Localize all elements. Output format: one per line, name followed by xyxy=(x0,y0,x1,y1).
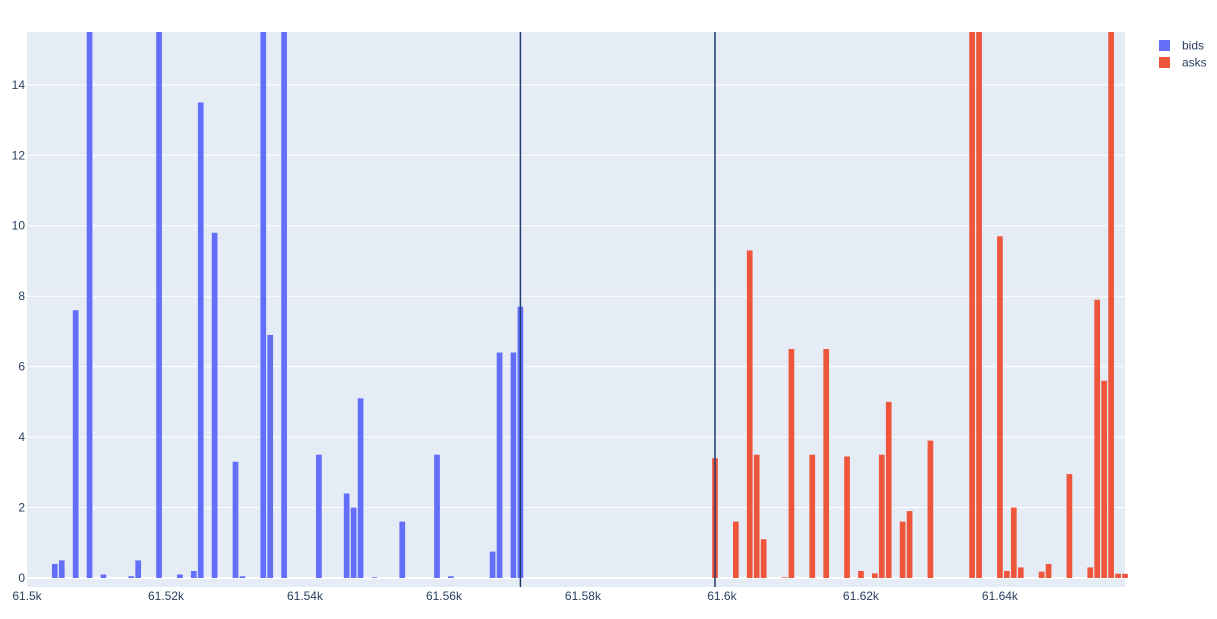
bids-bar[interactable] xyxy=(434,454,440,578)
asks-bar[interactable] xyxy=(1108,32,1114,578)
bids-bar[interactable] xyxy=(281,32,287,578)
bids-bar[interactable] xyxy=(399,521,406,578)
bids-bar[interactable] xyxy=(239,576,246,578)
x-tick-label: 61.62k xyxy=(843,589,880,603)
bids-bar[interactable] xyxy=(135,560,142,578)
bids-bar[interactable] xyxy=(86,32,93,578)
x-axis: 61.5k 61.52k 61.54k 61.56k 61.58k 61.6k 61.62k… xyxy=(12,589,1019,603)
asks-bar[interactable] xyxy=(746,250,753,578)
asks-bar[interactable] xyxy=(969,32,975,578)
x-tick-label: 61.52k xyxy=(148,589,185,603)
y-tick-label: 4 xyxy=(18,430,25,444)
bids-bar[interactable] xyxy=(489,551,496,578)
bids-bar[interactable] xyxy=(496,352,503,578)
bids-bar[interactable] xyxy=(448,576,454,578)
asks-bar[interactable] xyxy=(760,539,767,578)
bids-bar[interactable] xyxy=(177,574,183,578)
y-tick-label: 14 xyxy=(12,78,26,92)
bids-bar[interactable] xyxy=(343,493,350,578)
y-tick-label: 2 xyxy=(18,501,25,515)
x-tick-label: 61.6k xyxy=(707,589,737,603)
asks-bar[interactable] xyxy=(1094,299,1101,578)
legend[interactable]: bids asks xyxy=(1159,39,1207,70)
y-axis: 0 2 4 6 8 10 12 14 xyxy=(12,78,26,585)
legend-swatch xyxy=(1159,40,1170,51)
bids-bar[interactable] xyxy=(211,232,218,578)
bids-bar[interactable] xyxy=(260,32,267,578)
bids-bar[interactable] xyxy=(510,352,517,578)
bids-bar[interactable] xyxy=(357,398,364,578)
bids-bar[interactable] xyxy=(371,577,378,578)
bids-bar[interactable] xyxy=(316,454,322,578)
bids-bar[interactable] xyxy=(100,574,107,578)
asks-bar[interactable] xyxy=(1101,380,1108,578)
legend-label: asks xyxy=(1182,56,1207,70)
asks-bar[interactable] xyxy=(1045,563,1052,578)
asks-bar[interactable] xyxy=(906,511,913,578)
bids-bar[interactable] xyxy=(58,560,65,578)
legend-label: bids xyxy=(1182,39,1204,53)
asks-bar[interactable] xyxy=(976,32,982,578)
bids-bar[interactable] xyxy=(350,507,357,578)
bids-bar[interactable] xyxy=(72,310,79,578)
asks-bar[interactable] xyxy=(899,521,906,578)
x-tick-label: 61.54k xyxy=(287,589,324,603)
bids-bar[interactable] xyxy=(197,102,204,579)
asks-bar[interactable] xyxy=(809,454,816,578)
asks-bar[interactable] xyxy=(885,401,892,578)
asks-bar[interactable] xyxy=(788,349,795,578)
bids-bar[interactable] xyxy=(267,334,274,578)
bids-bar[interactable] xyxy=(156,32,162,578)
bids-bar[interactable] xyxy=(190,570,197,578)
asks-bar[interactable] xyxy=(823,349,830,578)
asks-bar[interactable] xyxy=(781,577,788,578)
asks-bar[interactable] xyxy=(1004,570,1010,578)
legend-item-bids[interactable]: bids xyxy=(1159,39,1204,53)
bids-bar[interactable] xyxy=(232,461,239,578)
asks-bar[interactable] xyxy=(1038,571,1045,578)
bids-bar[interactable] xyxy=(128,576,135,578)
y-tick-label: 0 xyxy=(18,571,25,585)
asks-bar[interactable] xyxy=(1066,474,1073,578)
asks-bar[interactable] xyxy=(753,454,760,578)
legend-swatch xyxy=(1159,57,1170,68)
y-tick-label: 8 xyxy=(18,289,25,303)
y-tick-label: 12 xyxy=(12,148,26,162)
reference-lines xyxy=(519,32,716,587)
x-tick-label: 61.5k xyxy=(12,589,42,603)
asks-bar[interactable] xyxy=(1087,567,1094,578)
asks-bar[interactable] xyxy=(858,570,864,578)
x-tick-label: 61.56k xyxy=(426,589,463,603)
asks-bar[interactable] xyxy=(1115,573,1121,578)
asks-bar[interactable] xyxy=(844,456,850,578)
y-tick-label: 6 xyxy=(18,360,25,374)
asks-bar[interactable] xyxy=(1010,507,1017,578)
asks-bar[interactable] xyxy=(871,573,878,578)
legend-item-asks[interactable]: asks xyxy=(1159,56,1207,70)
bids-bar[interactable] xyxy=(51,563,58,578)
asks-bar[interactable] xyxy=(878,454,885,578)
asks-bar[interactable] xyxy=(732,521,739,578)
asks-bar[interactable] xyxy=(1122,573,1128,578)
asks-bar[interactable] xyxy=(997,236,1003,578)
grid-lines xyxy=(27,84,1125,579)
x-tick-label: 61.64k xyxy=(982,589,1019,603)
asks-bar[interactable] xyxy=(927,440,934,578)
y-tick-label: 10 xyxy=(12,219,26,233)
asks-bar[interactable] xyxy=(1017,567,1024,578)
x-tick-label: 61.58k xyxy=(565,589,602,603)
plot-background xyxy=(27,32,1125,587)
